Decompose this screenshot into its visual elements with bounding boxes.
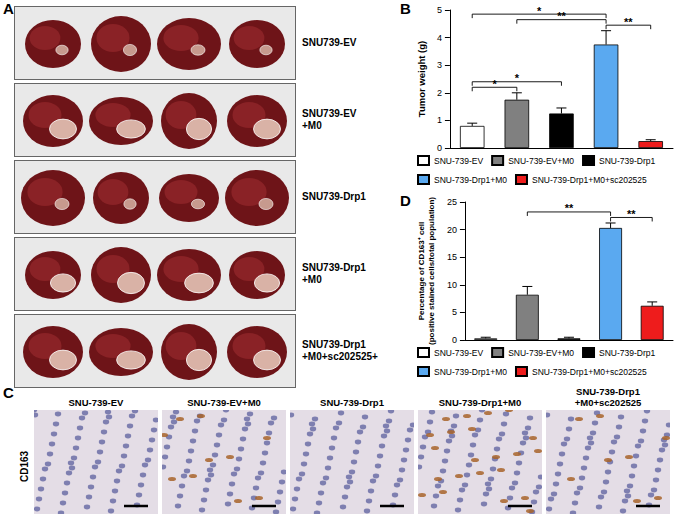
svg-text:Tumor weight (g): Tumor weight (g) xyxy=(416,41,427,117)
svg-text:0: 0 xyxy=(437,143,442,153)
svg-text:4: 4 xyxy=(437,33,442,43)
svg-text:SNU-739-EV+M0: SNU-739-EV+M0 xyxy=(508,348,574,358)
svg-text:(positive stained cells/total: (positive stained cells/total population… xyxy=(427,197,436,345)
svg-text:*: * xyxy=(515,72,520,84)
svg-text:SNU-739-EV: SNU-739-EV xyxy=(434,348,483,358)
svg-text:**: ** xyxy=(627,208,636,220)
svg-text:SNU-739-Drp1: SNU-739-Drp1 xyxy=(599,348,655,358)
html-text:SNU-739-Drp1+M0: SNU-739-Drp1+M0 xyxy=(438,397,522,408)
svg-text:25: 25 xyxy=(447,197,457,207)
html-text:SNU739-Drp1: SNU739-Drp1 xyxy=(302,191,366,202)
svg-text:10: 10 xyxy=(447,280,457,290)
svg-text:0: 0 xyxy=(452,335,457,345)
svg-text:SNU-739-EV+M0: SNU-739-EV+M0 xyxy=(508,156,574,166)
html-text:SNU-739-Drp1 +M0+sc202525: SNU-739-Drp1 +M0+sc202525 xyxy=(574,386,642,408)
svg-text:SNU-739-Drp1+M0+sc202525: SNU-739-Drp1+M0+sc202525 xyxy=(532,367,647,377)
html-text:A: A xyxy=(3,0,14,17)
svg-text:SNU-739-Drp1+M0: SNU-739-Drp1+M0 xyxy=(434,175,507,185)
html-text:SNU739-Drp1 +M0+sc202525+: SNU739-Drp1 +M0+sc202525+ xyxy=(302,339,378,362)
svg-text:SNU-739-Drp1+M0: SNU-739-Drp1+M0 xyxy=(434,367,507,377)
svg-text:1: 1 xyxy=(437,115,442,125)
html-text:SNU-739-EV: SNU-739-EV xyxy=(68,397,124,408)
html-text:C: C xyxy=(3,384,14,401)
svg-text:*: * xyxy=(537,5,542,17)
svg-text:3: 3 xyxy=(437,60,442,70)
svg-text:Percentage of CD163⁺ cell: Percentage of CD163⁺ cell xyxy=(417,222,426,321)
svg-text:5: 5 xyxy=(437,5,442,15)
svg-text:SNU-739-EV: SNU-739-EV xyxy=(434,156,483,166)
svg-text:**: ** xyxy=(624,16,633,28)
svg-text:SNU-739-Drp1: SNU-739-Drp1 xyxy=(599,156,655,166)
html-text:SNU-739-Drp1: SNU-739-Drp1 xyxy=(320,397,384,408)
html-text:SNU-739-EV+M0: SNU-739-EV+M0 xyxy=(187,397,261,408)
svg-text:20: 20 xyxy=(447,225,457,235)
html-text:SNU739-EV: SNU739-EV xyxy=(302,37,357,48)
svg-text:5: 5 xyxy=(452,307,457,317)
html-text:B: B xyxy=(400,0,411,17)
html-text:CD163: CD163 xyxy=(19,450,30,482)
html-text:SNU739-EV +M0: SNU739-EV +M0 xyxy=(302,108,357,131)
svg-text:**: ** xyxy=(565,202,574,214)
html-text:D: D xyxy=(400,192,411,209)
svg-text:SNU-739-Drp1+M0+sc202525: SNU-739-Drp1+M0+sc202525 xyxy=(532,175,647,185)
svg-text:15: 15 xyxy=(447,252,457,262)
html-text:SNU739-Drp1 +M0: SNU739-Drp1 +M0 xyxy=(302,262,366,285)
svg-text:*: * xyxy=(492,78,497,90)
svg-text:**: ** xyxy=(557,10,566,22)
svg-text:2: 2 xyxy=(437,88,442,98)
